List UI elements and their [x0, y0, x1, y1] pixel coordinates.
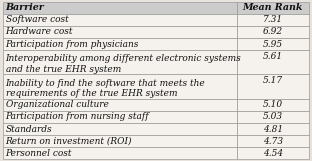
Bar — [3, 99, 237, 111]
Bar — [3, 26, 237, 38]
Text: Inability to find the software that meets the
requirements of the true EHR syste: Inability to find the software that meet… — [6, 79, 205, 98]
Text: Return on investment (ROI): Return on investment (ROI) — [6, 137, 132, 146]
Text: 6.92: 6.92 — [263, 28, 283, 36]
Text: 5.03: 5.03 — [263, 112, 283, 121]
Bar — [237, 123, 309, 135]
Bar — [3, 2, 237, 14]
Bar — [237, 14, 309, 26]
Bar — [237, 50, 309, 74]
Text: 4.73: 4.73 — [263, 137, 283, 146]
Bar — [237, 99, 309, 111]
Bar — [3, 111, 237, 123]
Text: Standards: Standards — [6, 125, 52, 133]
Text: Interoperability among different electronic systems
and the true EHR system: Interoperability among different electro… — [6, 54, 241, 74]
Bar — [237, 74, 309, 99]
Text: Participation from nursing staff: Participation from nursing staff — [6, 112, 149, 121]
Text: 5.95: 5.95 — [263, 40, 283, 49]
Text: Personnel cost: Personnel cost — [6, 149, 72, 158]
Bar — [237, 147, 309, 159]
Bar — [3, 135, 237, 147]
Text: Barrier: Barrier — [6, 3, 44, 12]
Text: Organizational culture: Organizational culture — [6, 100, 109, 109]
Bar — [3, 50, 237, 74]
Text: Mean Rank: Mean Rank — [243, 3, 303, 12]
Bar — [237, 135, 309, 147]
Text: Hardware cost: Hardware cost — [6, 28, 73, 36]
Bar — [3, 14, 237, 26]
Bar — [3, 38, 237, 50]
Bar — [237, 38, 309, 50]
Text: Participation from physicians: Participation from physicians — [6, 40, 139, 49]
Bar — [237, 111, 309, 123]
Text: 4.54: 4.54 — [263, 149, 283, 158]
Text: 4.81: 4.81 — [263, 125, 283, 133]
Bar — [3, 123, 237, 135]
Bar — [237, 2, 309, 14]
Text: 5.10: 5.10 — [263, 100, 283, 109]
Bar — [3, 147, 237, 159]
Text: 5.17: 5.17 — [263, 76, 283, 85]
Bar — [3, 74, 237, 99]
Text: Software cost: Software cost — [6, 15, 68, 24]
Bar — [237, 26, 309, 38]
Text: 5.61: 5.61 — [263, 52, 283, 61]
Text: 7.31: 7.31 — [263, 15, 283, 24]
